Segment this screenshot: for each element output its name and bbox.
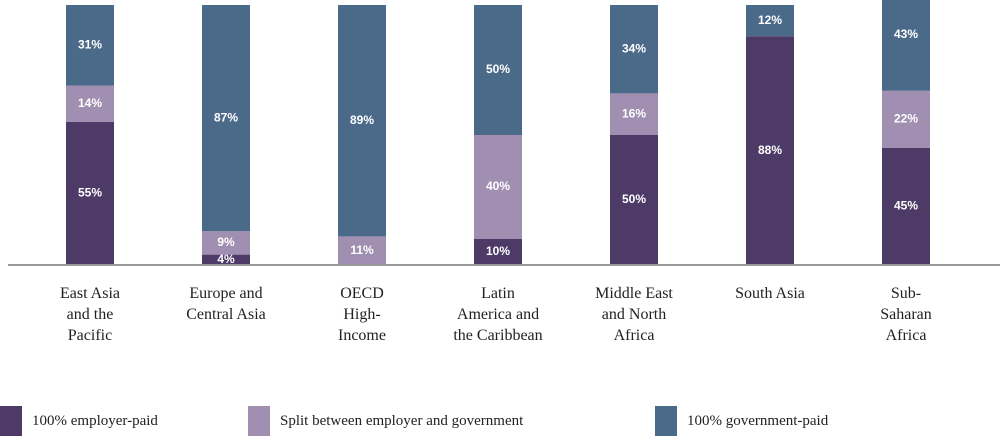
legend-label: 100% government-paid — [687, 412, 829, 429]
bar-segment — [66, 5, 114, 86]
category-label: South Asia — [735, 285, 805, 302]
legend-swatch — [655, 406, 677, 436]
data-label: 22% — [894, 112, 918, 126]
legend-item: 100% government-paid — [655, 406, 828, 436]
legend-swatch — [248, 406, 270, 436]
category-label: Europe and Central Asia — [186, 285, 266, 323]
category-label: Latin America and the Caribbean — [453, 285, 543, 344]
bar-segment — [474, 239, 522, 265]
bar-segment — [202, 5, 250, 232]
legend-swatch — [0, 406, 22, 436]
data-label: 55% — [78, 186, 102, 200]
category-label: East Asia and the Pacific — [60, 285, 120, 344]
data-label: 11% — [350, 243, 374, 257]
bar-segment — [338, 236, 386, 265]
bar-segment — [882, 148, 930, 265]
data-label: 10% — [486, 244, 510, 258]
data-label: 16% — [622, 106, 646, 120]
bar-segment — [202, 231, 250, 255]
bar-segment — [338, 5, 386, 237]
data-label: 87% — [214, 110, 238, 124]
bar-segment — [746, 36, 794, 266]
data-label: 43% — [894, 27, 918, 41]
legend-label: 100% employer-paid — [32, 412, 158, 429]
bar-segment — [474, 5, 522, 135]
data-label: 50% — [486, 62, 510, 76]
legend-label: Split between employer and government — [280, 412, 524, 429]
bar-segment — [66, 85, 114, 122]
bar-segment — [610, 5, 658, 94]
bar-segment — [474, 135, 522, 239]
category-label: OECD High-Income — [338, 285, 386, 344]
bar-segment — [202, 254, 250, 265]
bar-segment — [882, 0, 930, 91]
data-label: 4% — [217, 252, 235, 266]
category-label: Middle East and North Africa — [595, 285, 673, 344]
bar-segment — [882, 90, 930, 148]
bar-segment — [746, 5, 794, 37]
data-label: 89% — [350, 113, 374, 127]
data-label: 88% — [758, 143, 782, 157]
chart: 55% 14% 31% 4% 9% 87% 11% 89% 10% 40% 50% 50% 16% 34%… — [8, 0, 1000, 266]
bar-segment — [610, 93, 658, 135]
bar-segment — [66, 122, 114, 265]
data-label: 45% — [894, 199, 918, 213]
legend-item: Split between employer and government — [248, 406, 523, 436]
category-label: Sub-Saharan Africa — [880, 285, 932, 344]
data-label: 40% — [486, 179, 510, 193]
data-label: 14% — [78, 96, 102, 110]
bar-segment — [610, 135, 658, 265]
data-label: 50% — [622, 192, 646, 206]
data-label: 31% — [78, 37, 102, 51]
legend-item: 100% employer-paid — [0, 406, 158, 436]
data-label: 12% — [758, 13, 782, 27]
data-label: 9% — [217, 235, 235, 249]
data-label: 34% — [622, 41, 646, 55]
